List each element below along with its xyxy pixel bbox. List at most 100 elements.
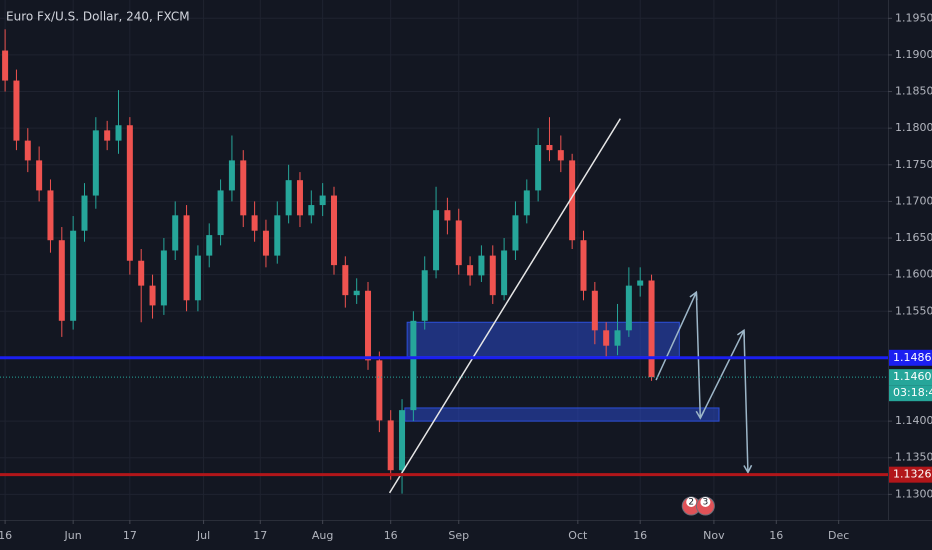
price-tag-label: 1.13269 bbox=[893, 468, 932, 481]
candle-body bbox=[399, 410, 406, 471]
candle-body bbox=[523, 190, 530, 216]
candle-body bbox=[2, 50, 9, 81]
y-tick-label: 1.19500 bbox=[895, 11, 932, 24]
arrow-head bbox=[736, 328, 746, 339]
candle-body bbox=[648, 280, 655, 378]
trendline bbox=[388, 118, 621, 494]
candle-body bbox=[183, 215, 190, 301]
y-tick-label: 1.16000 bbox=[895, 268, 932, 281]
candle-body bbox=[251, 215, 258, 231]
chart-title: Euro Fx/U.S. Dollar, 240, FXCM bbox=[6, 10, 190, 24]
candle-body bbox=[172, 215, 179, 251]
y-tick-label: 1.14000 bbox=[895, 414, 932, 427]
candle-body bbox=[319, 195, 326, 206]
candle-body bbox=[455, 220, 462, 266]
candle-body bbox=[625, 285, 632, 331]
candle-body bbox=[240, 160, 247, 216]
y-tick-label: 1.19000 bbox=[895, 48, 932, 61]
candle-body bbox=[296, 180, 303, 216]
candle-body bbox=[149, 285, 156, 306]
price-tag bbox=[889, 466, 932, 483]
arrow-head bbox=[743, 464, 753, 474]
candle-body bbox=[81, 195, 88, 231]
candle-body bbox=[433, 210, 440, 271]
price-tag bbox=[889, 369, 932, 386]
candle-body bbox=[228, 160, 235, 191]
candle-body bbox=[217, 190, 224, 236]
candle-body bbox=[580, 240, 587, 291]
candle-body bbox=[342, 265, 349, 296]
x-tick-label: Sep bbox=[448, 529, 469, 542]
candle-body bbox=[285, 180, 292, 216]
candle-body bbox=[36, 160, 43, 191]
candle-body bbox=[603, 330, 610, 346]
event-badge-inner bbox=[686, 497, 697, 507]
candle-body bbox=[92, 130, 99, 196]
y-tick-label: 1.16500 bbox=[895, 231, 932, 244]
event-badge-inner bbox=[700, 497, 711, 507]
y-tick-label: 1.13500 bbox=[895, 451, 932, 464]
candle-body bbox=[194, 255, 201, 301]
zone bbox=[404, 407, 720, 422]
candle-body bbox=[376, 360, 383, 421]
y-tick-label: 1.18000 bbox=[895, 121, 932, 134]
countdown-label: 03:18:45 bbox=[893, 386, 932, 399]
candle-body bbox=[614, 330, 621, 346]
candle-body bbox=[410, 320, 417, 411]
candle-body bbox=[365, 290, 372, 361]
arrow-head bbox=[689, 290, 698, 301]
countdown-tag bbox=[889, 385, 932, 402]
candle-body bbox=[501, 250, 508, 296]
candle-body bbox=[421, 270, 428, 321]
x-tick-label: Nov bbox=[703, 529, 725, 542]
candle-body bbox=[489, 255, 496, 296]
y-tick-label: 1.15500 bbox=[895, 304, 932, 317]
candle-body bbox=[160, 250, 167, 306]
y-tick-label: 1.18500 bbox=[895, 85, 932, 98]
candle-body bbox=[478, 255, 485, 276]
axes: 1.19500 1.19000 1.18500 1.18000 1.17500 1.170… bbox=[0, 11, 932, 542]
candle-body bbox=[512, 215, 519, 251]
candle-body bbox=[58, 240, 65, 321]
x-tick-label: 16 bbox=[384, 529, 398, 542]
candle-body bbox=[70, 230, 77, 321]
x-tick-label: 17 bbox=[123, 529, 137, 542]
candle-body bbox=[13, 80, 20, 141]
candle-body bbox=[138, 260, 145, 286]
candle-body bbox=[353, 290, 360, 296]
x-tick-label: 16 bbox=[0, 529, 12, 542]
candle-body bbox=[206, 235, 213, 256]
candle-body bbox=[535, 145, 542, 191]
x-tick-label: 17 bbox=[253, 529, 267, 542]
candle-body bbox=[47, 190, 54, 241]
price-tag bbox=[889, 349, 932, 366]
candle-body bbox=[262, 230, 269, 256]
candle-body bbox=[308, 205, 315, 216]
candle-body bbox=[274, 215, 281, 256]
x-tick-label: Dec bbox=[828, 529, 849, 542]
candle-body bbox=[24, 140, 31, 161]
x-tick-label: Aug bbox=[312, 529, 333, 542]
x-tick-label: 16 bbox=[769, 529, 783, 542]
candle-body bbox=[126, 125, 133, 261]
x-tick-label: 16 bbox=[633, 529, 647, 542]
candle-body bbox=[387, 420, 394, 471]
y-tick-label: 1.13000 bbox=[895, 487, 932, 500]
candle-body bbox=[591, 290, 598, 331]
candle-body bbox=[569, 160, 576, 241]
candle-body bbox=[637, 280, 644, 286]
candle-body bbox=[467, 265, 474, 276]
candle-body bbox=[557, 150, 564, 161]
arrow-head bbox=[695, 410, 705, 420]
candle-body bbox=[546, 145, 553, 151]
candle-body bbox=[444, 210, 451, 221]
x-tick-label: Jul bbox=[196, 529, 210, 542]
x-tick-label: Oct bbox=[568, 529, 588, 542]
candle-body bbox=[104, 130, 111, 141]
x-tick-label: Jun bbox=[64, 529, 82, 542]
event-label: 3 bbox=[703, 498, 709, 508]
event-label: 2 bbox=[688, 498, 694, 508]
